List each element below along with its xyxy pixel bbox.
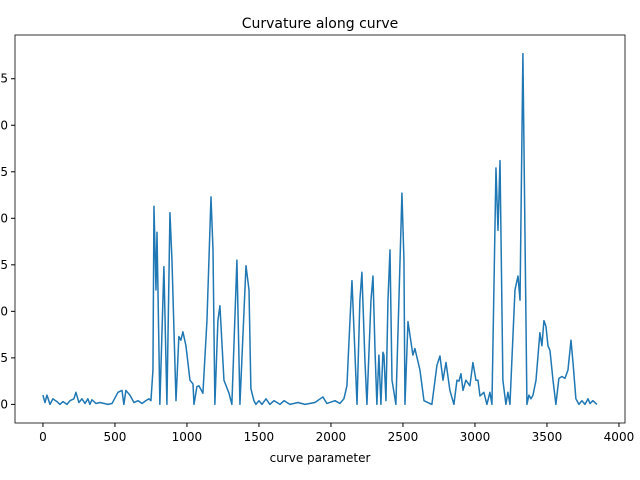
data-line — [42, 52, 598, 406]
x-tick-label: 2000 — [316, 430, 347, 444]
y-tick-label: 3.0 — [0, 118, 8, 132]
x-tick-label: 3500 — [532, 430, 563, 444]
x-axis-label: curve parameter — [270, 451, 371, 465]
x-tick-label: 500 — [103, 430, 126, 444]
axes-frame — [14, 34, 626, 424]
x-tick-label: 2500 — [388, 430, 419, 444]
chart-title: Curvature along curve — [242, 16, 399, 32]
y-tick-label: 2.0 — [0, 211, 8, 225]
y-tick-label: 0.5 — [0, 351, 8, 365]
x-tick-label: 1500 — [244, 430, 275, 444]
x-tick-label: 3000 — [460, 430, 491, 444]
x-tick-label: 4000 — [604, 430, 635, 444]
y-tick-label: 2.5 — [0, 165, 8, 179]
y-tick-label: 0.0 — [0, 397, 8, 411]
x-tick-label: 0 — [39, 430, 47, 444]
y-tick-label: 3.5 — [0, 72, 8, 86]
y-tick-label: 1.5 — [0, 258, 8, 272]
y-tick-label: 1.0 — [0, 304, 8, 318]
x-tick-label: 1000 — [172, 430, 203, 444]
